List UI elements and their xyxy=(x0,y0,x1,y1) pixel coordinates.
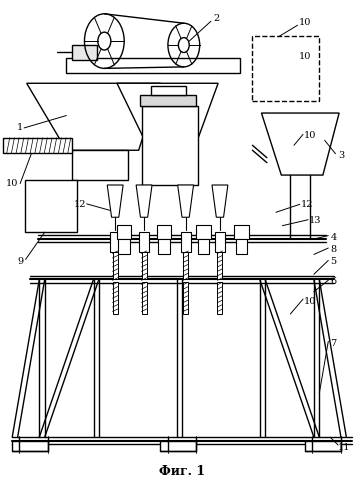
Bar xyxy=(305,441,341,452)
Bar xyxy=(183,282,188,314)
Text: 10: 10 xyxy=(304,131,316,140)
Text: 1: 1 xyxy=(16,123,23,132)
Text: 4: 4 xyxy=(331,233,337,242)
Circle shape xyxy=(98,32,111,50)
Text: Фиг. 1: Фиг. 1 xyxy=(159,465,205,479)
Bar xyxy=(183,252,188,279)
Text: 3: 3 xyxy=(338,151,344,160)
Polygon shape xyxy=(107,185,123,217)
Polygon shape xyxy=(136,185,152,217)
Bar xyxy=(141,95,197,106)
Bar xyxy=(236,239,248,254)
Bar xyxy=(12,441,48,452)
Bar xyxy=(25,180,77,232)
Polygon shape xyxy=(27,83,160,150)
Bar xyxy=(158,239,170,254)
Text: 12: 12 xyxy=(300,200,313,210)
Bar xyxy=(234,225,249,239)
Circle shape xyxy=(178,37,189,52)
Bar xyxy=(142,252,147,279)
Polygon shape xyxy=(117,83,218,143)
Bar xyxy=(217,282,222,314)
Text: 8: 8 xyxy=(331,245,337,254)
Text: 2: 2 xyxy=(213,14,219,23)
Polygon shape xyxy=(212,185,228,217)
Bar xyxy=(72,45,97,60)
Text: 10: 10 xyxy=(304,297,316,306)
Bar xyxy=(253,36,319,101)
Text: 10: 10 xyxy=(298,52,311,61)
Bar xyxy=(72,150,128,180)
Bar xyxy=(139,232,149,252)
Bar xyxy=(217,252,222,279)
Text: 13: 13 xyxy=(309,216,321,225)
Bar xyxy=(181,232,191,252)
Bar xyxy=(197,225,211,239)
Bar xyxy=(151,86,186,95)
Text: 9: 9 xyxy=(17,257,23,266)
Bar xyxy=(142,106,198,185)
Text: 11: 11 xyxy=(337,444,350,453)
Bar xyxy=(142,282,147,314)
Bar xyxy=(110,232,120,252)
Bar xyxy=(117,225,131,239)
Bar xyxy=(118,239,130,254)
Text: 10: 10 xyxy=(6,180,19,189)
Text: 6: 6 xyxy=(331,277,337,286)
Bar xyxy=(112,282,118,314)
Text: 5: 5 xyxy=(331,257,337,266)
Polygon shape xyxy=(178,185,194,217)
Text: 7: 7 xyxy=(331,339,337,348)
Bar xyxy=(157,225,171,239)
Bar xyxy=(66,58,240,73)
Text: 10: 10 xyxy=(298,18,311,27)
Bar xyxy=(160,441,197,452)
Bar xyxy=(198,239,209,254)
Text: 12: 12 xyxy=(74,200,86,210)
Bar xyxy=(112,252,118,279)
Polygon shape xyxy=(261,113,339,175)
Bar xyxy=(3,138,72,153)
Bar xyxy=(215,232,225,252)
